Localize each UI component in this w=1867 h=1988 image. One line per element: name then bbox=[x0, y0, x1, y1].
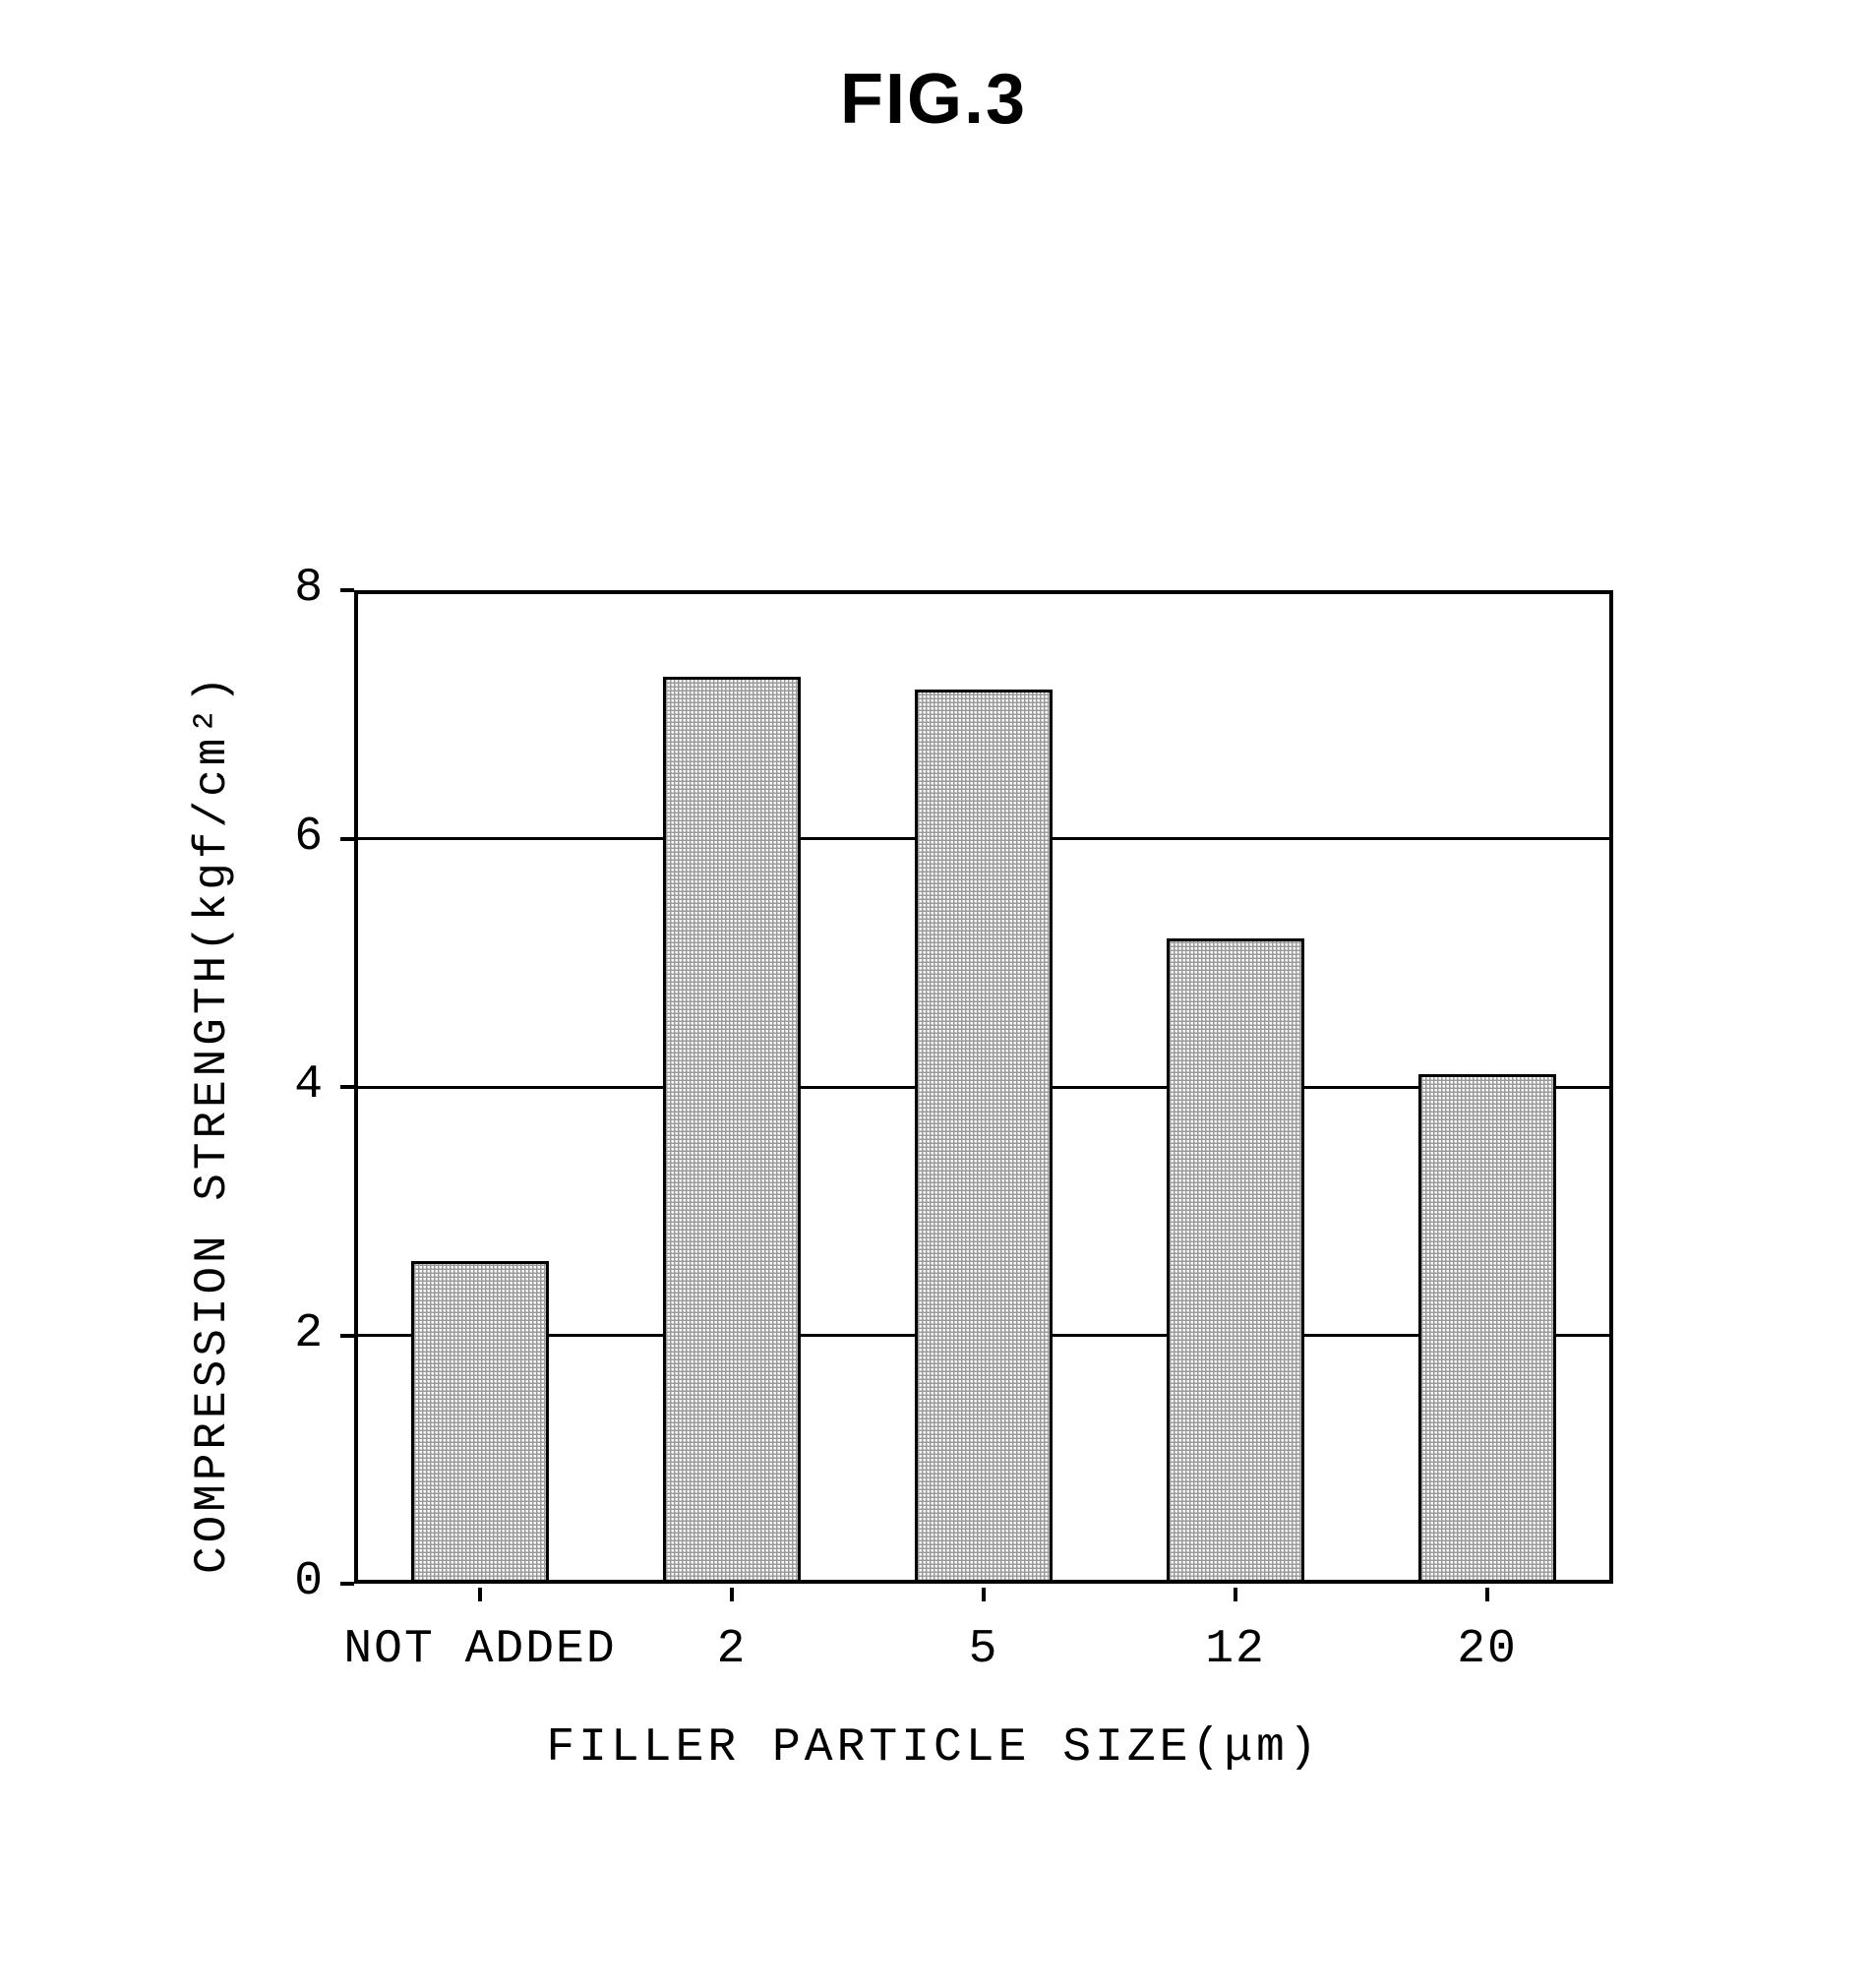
x-tick bbox=[1234, 1588, 1237, 1601]
bar bbox=[663, 677, 801, 1584]
y-tick bbox=[340, 1085, 354, 1089]
y-tick-label: 4 bbox=[294, 1058, 323, 1112]
bar bbox=[915, 690, 1053, 1584]
x-tick bbox=[982, 1588, 986, 1601]
x-tick bbox=[1485, 1588, 1489, 1601]
y-tick bbox=[340, 837, 354, 841]
bar bbox=[1418, 1074, 1556, 1584]
y-tick bbox=[340, 1582, 354, 1586]
x-tick bbox=[478, 1588, 482, 1601]
y-axis-label: COMPRESSION STRENGTH(kgf/cm²) bbox=[187, 672, 238, 1574]
page: FIG.3 COMPRESSION STRENGTH(kgf/cm²) FILL… bbox=[0, 0, 1867, 1988]
y-tick-label: 0 bbox=[294, 1555, 323, 1608]
y-tick bbox=[340, 1334, 354, 1338]
y-tick-label: 2 bbox=[294, 1307, 323, 1360]
x-tick bbox=[730, 1588, 734, 1601]
y-tick bbox=[340, 588, 354, 592]
bar-chart: COMPRESSION STRENGTH(kgf/cm²) FILLER PAR… bbox=[0, 0, 1867, 1988]
y-tick-label: 6 bbox=[294, 811, 323, 864]
y-tick-label: 8 bbox=[294, 562, 323, 615]
x-axis-label: FILLER PARTICLE SIZE(μm) bbox=[0, 1721, 1867, 1775]
bar bbox=[1167, 938, 1304, 1585]
x-tick-label: 20 bbox=[1330, 1623, 1645, 1676]
bar bbox=[411, 1261, 549, 1584]
